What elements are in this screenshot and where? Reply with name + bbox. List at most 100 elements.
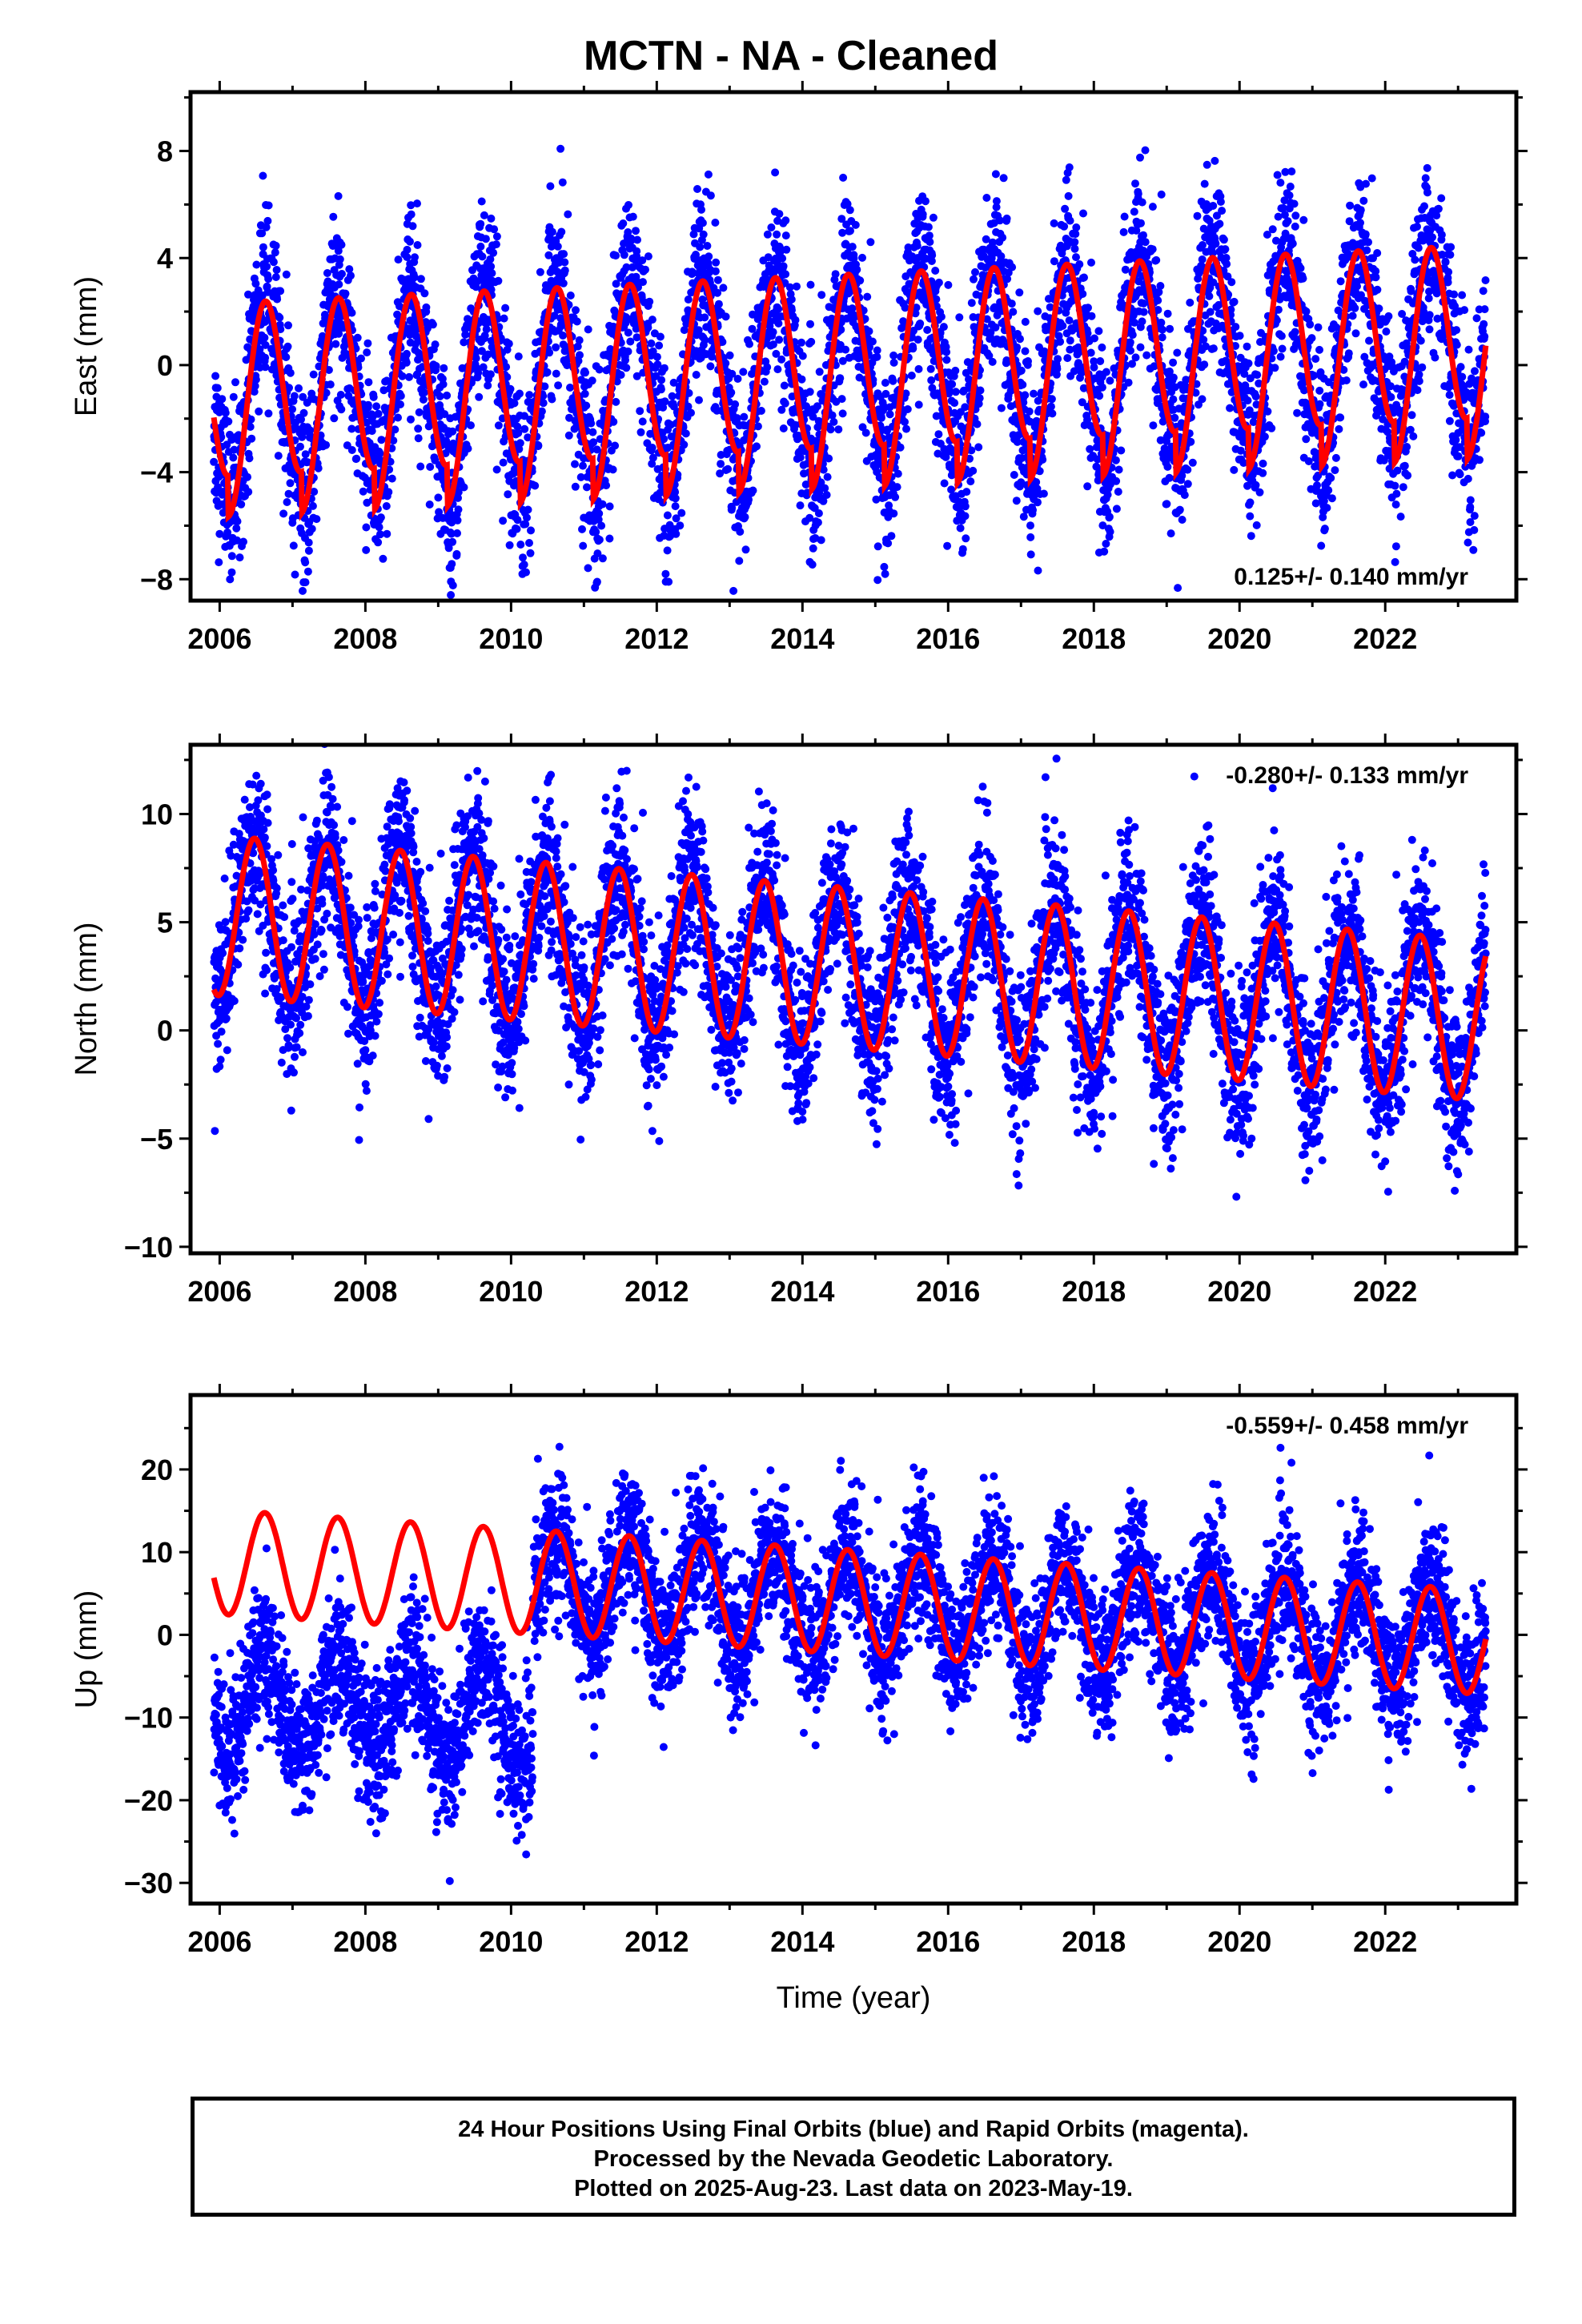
east-data-point [739, 368, 748, 376]
east-data-point [259, 243, 267, 251]
east-data-point [410, 273, 419, 282]
east-data-point [1098, 343, 1106, 352]
east-data-point [1064, 191, 1073, 200]
east-data-point [480, 211, 488, 219]
east-data-point [335, 329, 343, 338]
east-data-point [1007, 300, 1016, 308]
east-data-point [309, 370, 318, 379]
east-data-point [831, 270, 840, 279]
east-data-point [464, 444, 472, 453]
east-data-point [817, 291, 826, 300]
east-data-point [416, 462, 425, 471]
east-data-point [1019, 513, 1028, 521]
east-data-point [269, 258, 278, 267]
east-data-point [514, 428, 523, 437]
east-data-point [1025, 407, 1034, 416]
east-data-point [276, 325, 285, 334]
east-data-point [796, 501, 805, 510]
east-data-point [282, 270, 291, 279]
east-data-point [680, 326, 689, 335]
east-data-point [229, 453, 238, 462]
east-data-point [1299, 274, 1307, 283]
east-data-point [304, 546, 313, 555]
east-data-point [1291, 211, 1300, 220]
east-data-point [733, 414, 741, 423]
east-data-point [540, 382, 549, 391]
east-data-point [624, 201, 632, 209]
east-data-point [1119, 227, 1128, 236]
east-data-point [492, 232, 501, 241]
east-data-point [1193, 211, 1202, 220]
east-data-point [494, 276, 503, 285]
east-data-point [1114, 465, 1123, 474]
east-data-point [254, 357, 263, 366]
east-data-point [801, 480, 810, 489]
east-data-point [1302, 435, 1311, 444]
east-data-point [1061, 204, 1070, 213]
east-data-point [753, 422, 762, 431]
east-data-point [1148, 203, 1157, 211]
east-data-point [1090, 334, 1098, 343]
east-data-point [375, 449, 384, 458]
east-data-point [289, 541, 298, 550]
east-data-point [672, 514, 681, 523]
east-data-point [846, 227, 854, 235]
east-data-point [841, 345, 850, 354]
east-data-point [825, 454, 833, 463]
east-data-point [849, 254, 858, 263]
east-data-point [728, 504, 737, 512]
east-data-point [407, 201, 416, 210]
east-data-point [1046, 402, 1055, 411]
east-data-point [769, 340, 777, 349]
east-data-point [564, 431, 573, 440]
east-data-point [735, 557, 744, 565]
east-data-point [263, 287, 272, 296]
east-data-point [1141, 146, 1150, 155]
east-data-point [967, 299, 976, 308]
east-data-point [501, 304, 510, 312]
east-data-point [1090, 363, 1098, 372]
east-data-point [296, 442, 304, 451]
east-data-point [1283, 217, 1292, 226]
east-data-point [923, 326, 932, 334]
east-data-point [688, 267, 697, 276]
east-data-point [646, 429, 655, 438]
east-data-point [335, 280, 343, 289]
east-data-point [767, 223, 776, 231]
east-data-point [1015, 288, 1024, 297]
east-data-point [1183, 480, 1192, 489]
east-data-point [705, 252, 713, 261]
east-data-point [777, 355, 786, 364]
east-data-point [680, 440, 689, 449]
east-data-point [1230, 297, 1239, 306]
east-data-point [1327, 473, 1335, 482]
east-data-point [1124, 378, 1133, 387]
east-data-point [1273, 171, 1282, 179]
east-data-point [787, 295, 796, 304]
east-data-point [608, 465, 617, 474]
east-data-point [566, 292, 575, 300]
east-data-point [251, 279, 260, 288]
east-data-point [383, 529, 391, 538]
east-data-point [411, 253, 419, 262]
east-data-point [1313, 481, 1321, 489]
east-data-point [274, 452, 283, 460]
east-data-point [814, 509, 823, 517]
east-data-point [447, 591, 456, 599]
east-data-point [856, 276, 865, 285]
east-data-point [1148, 245, 1157, 254]
east-data-point [677, 509, 686, 517]
east-data-point [598, 500, 607, 509]
east-data-point [1102, 368, 1110, 376]
east-data-point [524, 505, 532, 514]
east-data-point [592, 445, 601, 454]
east-data-point [1087, 312, 1096, 320]
east-data-point [1134, 190, 1142, 198]
east-data-point [479, 363, 488, 372]
east-data-point [489, 248, 498, 257]
east-data-point [819, 497, 828, 505]
east-data-point [881, 379, 889, 387]
east-data-point [848, 243, 857, 251]
east-data-point [571, 482, 580, 491]
